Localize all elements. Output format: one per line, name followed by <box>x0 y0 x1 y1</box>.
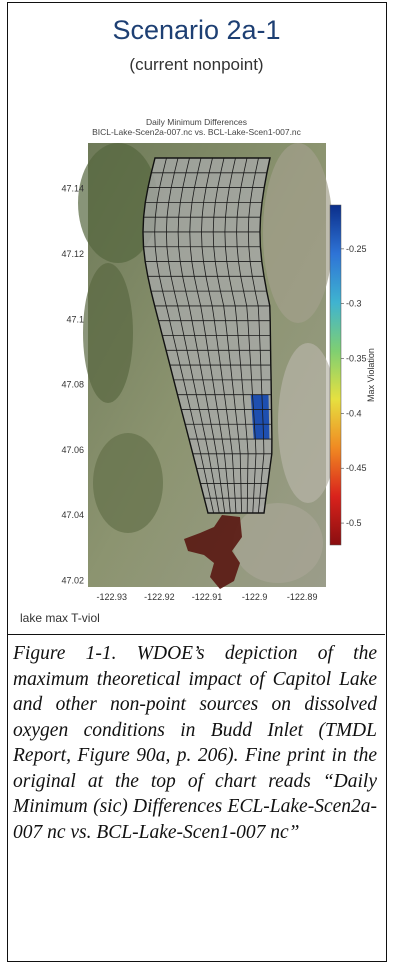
figure-caption: Figure 1-1. WDOE’s depiction of the maxi… <box>13 643 377 843</box>
high-violation-cell <box>251 409 270 425</box>
imagery-patch <box>78 143 158 263</box>
imagery-patch <box>83 263 133 403</box>
y-tick-label: 47.04 <box>61 510 84 520</box>
grid-column-line <box>189 157 231 514</box>
colorbar-label: Max Violation <box>366 348 376 402</box>
map-panel: 47.14 47.12 47.1 47.08 47.06 47.04 47.02 -122.9… <box>8 3 385 634</box>
colorbar-tick-label: -0.25 <box>346 244 367 254</box>
imagery-patch <box>93 433 163 533</box>
grid-column-line <box>236 157 257 514</box>
high-violation-cell <box>250 394 269 410</box>
y-tick-label: 47.12 <box>61 249 84 259</box>
capitol-lake-basin <box>184 515 242 589</box>
grid-column-line <box>165 157 220 514</box>
x-tick-label: -122.89 <box>287 592 318 602</box>
y-tick-label: 47.06 <box>61 445 84 455</box>
grid-column-line <box>212 157 242 514</box>
chart-subtitle: BICL-Lake-Scen2a-007.nc vs. BCL-Lake-Sce… <box>92 127 301 137</box>
x-tick-label: -122.91 <box>192 592 223 602</box>
model-grid <box>142 157 273 589</box>
figure-frame: 47.14 47.12 47.1 47.08 47.06 47.04 47.02 -122.9… <box>7 2 387 962</box>
grid-column-line <box>224 157 249 514</box>
grid-column-line <box>201 157 237 514</box>
map-footer-label: lake max T-viol <box>20 611 100 625</box>
colorbar: -0.25 -0.3 -0.35 -0.4 -0.45 -0.5 Max Violation <box>329 204 376 546</box>
grid-column-line <box>177 157 226 514</box>
y-tick-label: 47.08 <box>61 380 84 390</box>
x-tick-label: -122.93 <box>97 592 128 602</box>
y-tick-label: 47.1 <box>66 314 84 324</box>
imagery-patch <box>233 503 323 583</box>
chart-title: Daily Minimum Differences <box>146 117 247 127</box>
grid-column-line <box>247 157 265 514</box>
colorbar-tick-label: -0.3 <box>346 299 362 309</box>
map-axes: 47.14 47.12 47.1 47.08 47.06 47.04 47.02 -122.9… <box>61 184 317 602</box>
divider <box>8 634 385 635</box>
x-tick-label: -122.92 <box>144 592 175 602</box>
scenario-title: Scenario 2a-1 <box>112 15 281 45</box>
colorbar-tick-label: -0.45 <box>346 463 367 473</box>
colorbar-tick-label: -0.4 <box>346 408 362 418</box>
scenario-subtitle: (current nonpoint) <box>129 55 264 74</box>
colorbar-tick-label: -0.5 <box>346 518 362 528</box>
x-tick-label: -122.9 <box>242 592 268 602</box>
high-violation-cell <box>252 424 270 439</box>
colorbar-bar <box>329 204 342 546</box>
y-tick-label: 47.02 <box>61 575 84 585</box>
colorbar-tick-label: -0.35 <box>346 354 367 364</box>
grid-column-line <box>154 157 214 514</box>
y-tick-label: 47.14 <box>61 184 84 194</box>
imagery-patch <box>278 343 338 503</box>
imagery-patch <box>263 143 333 323</box>
model-grid-map: 47.14 47.12 47.1 47.08 47.06 47.04 47.02 -122.9… <box>61 143 376 602</box>
